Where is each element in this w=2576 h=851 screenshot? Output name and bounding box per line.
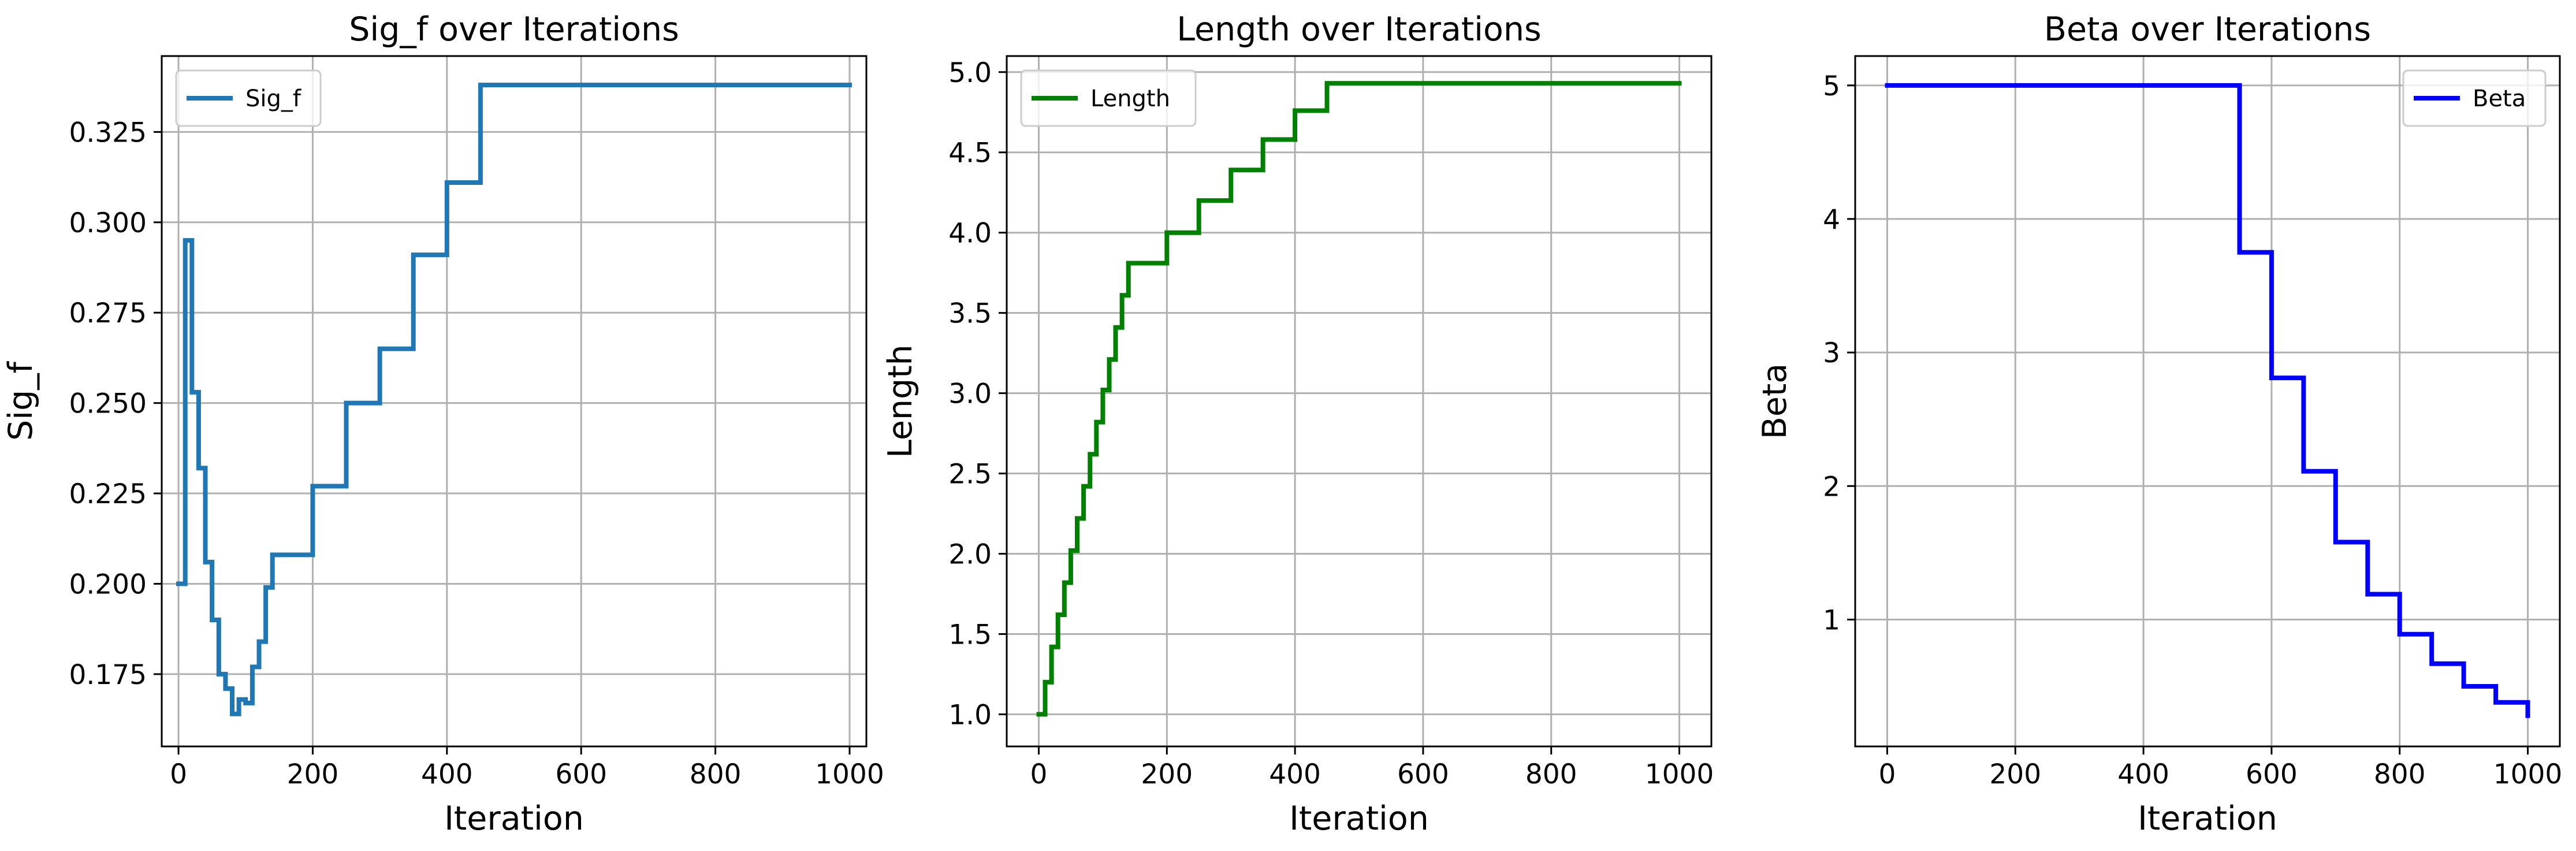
sig-f-title: Sig_f over Iterations <box>349 10 679 49</box>
length-legend-label: Length <box>1090 86 1170 112</box>
sig-f-x-tick-label: 200 <box>287 759 339 790</box>
length-legend: Length <box>1020 69 1197 127</box>
length-y-tick-label: 1.0 <box>948 699 992 731</box>
sig-f-x-tick-label: 1000 <box>815 759 884 790</box>
beta-x-tick-label: 400 <box>2117 759 2169 790</box>
sig-f-x-axis-label: Iteration <box>444 800 584 838</box>
beta-y-axis-label: Beta <box>1756 363 1794 439</box>
length-series-line <box>1036 81 1682 717</box>
beta-x-tick-label: 600 <box>2246 759 2298 790</box>
sig-f-plot-frame <box>161 55 868 748</box>
beta-legend-label: Beta <box>2473 86 2526 112</box>
length-x-tick-label: 600 <box>1397 759 1449 790</box>
beta-panel: 0 200 400 600 800 1000 1 2 3 4 5 Beta over Iteratio… <box>1756 10 2562 838</box>
length-y-tick-label: 3.0 <box>948 378 992 410</box>
length-title: Length over Iterations <box>1177 10 1541 49</box>
sig-f-y-tick-label: 0.250 <box>69 388 147 420</box>
sig-f-x-tick-label: 0 <box>170 759 187 790</box>
length-x-tick-label: 0 <box>1030 759 1048 790</box>
length-legend-box <box>1020 69 1197 127</box>
length-x-axis-label: Iteration <box>1289 800 1429 838</box>
length-y-tick-label: 4.0 <box>948 218 992 250</box>
beta-y-tick-label: 4 <box>1823 204 1840 236</box>
length-x-tick-label: 1000 <box>1645 759 1714 790</box>
length-panel: 0 200 400 600 800 1000 1.0 1.5 2.0 2.5 3.0 3.5 4.0 4.… <box>881 10 1714 838</box>
sig-f-y-tick-label: 0.300 <box>69 207 147 239</box>
beta-y-tick-label: 5 <box>1823 70 1840 102</box>
sig-f-legend: Sig_f <box>175 69 322 127</box>
sig-f-x-tick-label: 600 <box>555 759 607 790</box>
length-plot-frame <box>1006 55 1713 748</box>
length-y-tick-label: 4.5 <box>948 138 992 169</box>
beta-series-line <box>1885 83 2530 718</box>
beta-x-axis-label: Iteration <box>2138 800 2277 838</box>
sig-f-y-axis-label: Sig_f <box>2 361 40 441</box>
sig-f-y-tick-label: 0.325 <box>69 117 147 148</box>
sig-f-y-tick-label: 0.275 <box>69 298 147 329</box>
sig-f-series-line <box>176 83 852 716</box>
beta-y-tick-label: 3 <box>1823 337 1840 369</box>
length-y-tick-label: 1.5 <box>948 619 992 651</box>
beta-plot-frame <box>1854 55 2561 748</box>
length-y-tick-label: 2.5 <box>948 459 992 490</box>
beta-y-tick-label: 2 <box>1823 471 1840 503</box>
beta-legend: Beta <box>2402 69 2547 127</box>
length-x-tick-label: 800 <box>1525 759 1577 790</box>
sig-f-y-tick-label: 0.225 <box>69 478 147 510</box>
beta-x-tick-label: 800 <box>2374 759 2426 790</box>
beta-title: Beta over Iterations <box>2044 10 2371 49</box>
length-x-tick-label: 200 <box>1141 759 1193 790</box>
sig-f-x-tick-label: 400 <box>421 759 473 790</box>
sig-f-legend-label: Sig_f <box>245 86 301 112</box>
beta-legend-box <box>2402 69 2547 127</box>
beta-x-tick-label: 200 <box>1989 759 2041 790</box>
length-y-tick-label: 2.0 <box>948 539 992 571</box>
beta-x-tick-label: 0 <box>1879 759 1896 790</box>
beta-x-tick-label: 1000 <box>2493 759 2563 790</box>
sig-f-y-tick-label: 0.175 <box>69 659 147 691</box>
sig-f-x-tick-label: 800 <box>690 759 742 790</box>
length-y-axis-label: Length <box>881 344 920 458</box>
length-y-tick-label: 5.0 <box>948 57 992 89</box>
sig-f-panel: 0 200 400 600 800 1000 0.175 0.200 0.225 0.250 0.2… <box>2 10 884 838</box>
beta-y-tick-label: 1 <box>1823 604 1840 636</box>
sig-f-legend-box <box>175 69 322 127</box>
length-y-tick-label: 3.5 <box>948 298 992 330</box>
length-x-tick-label: 400 <box>1269 759 1321 790</box>
sig-f-y-tick-label: 0.200 <box>69 568 147 600</box>
